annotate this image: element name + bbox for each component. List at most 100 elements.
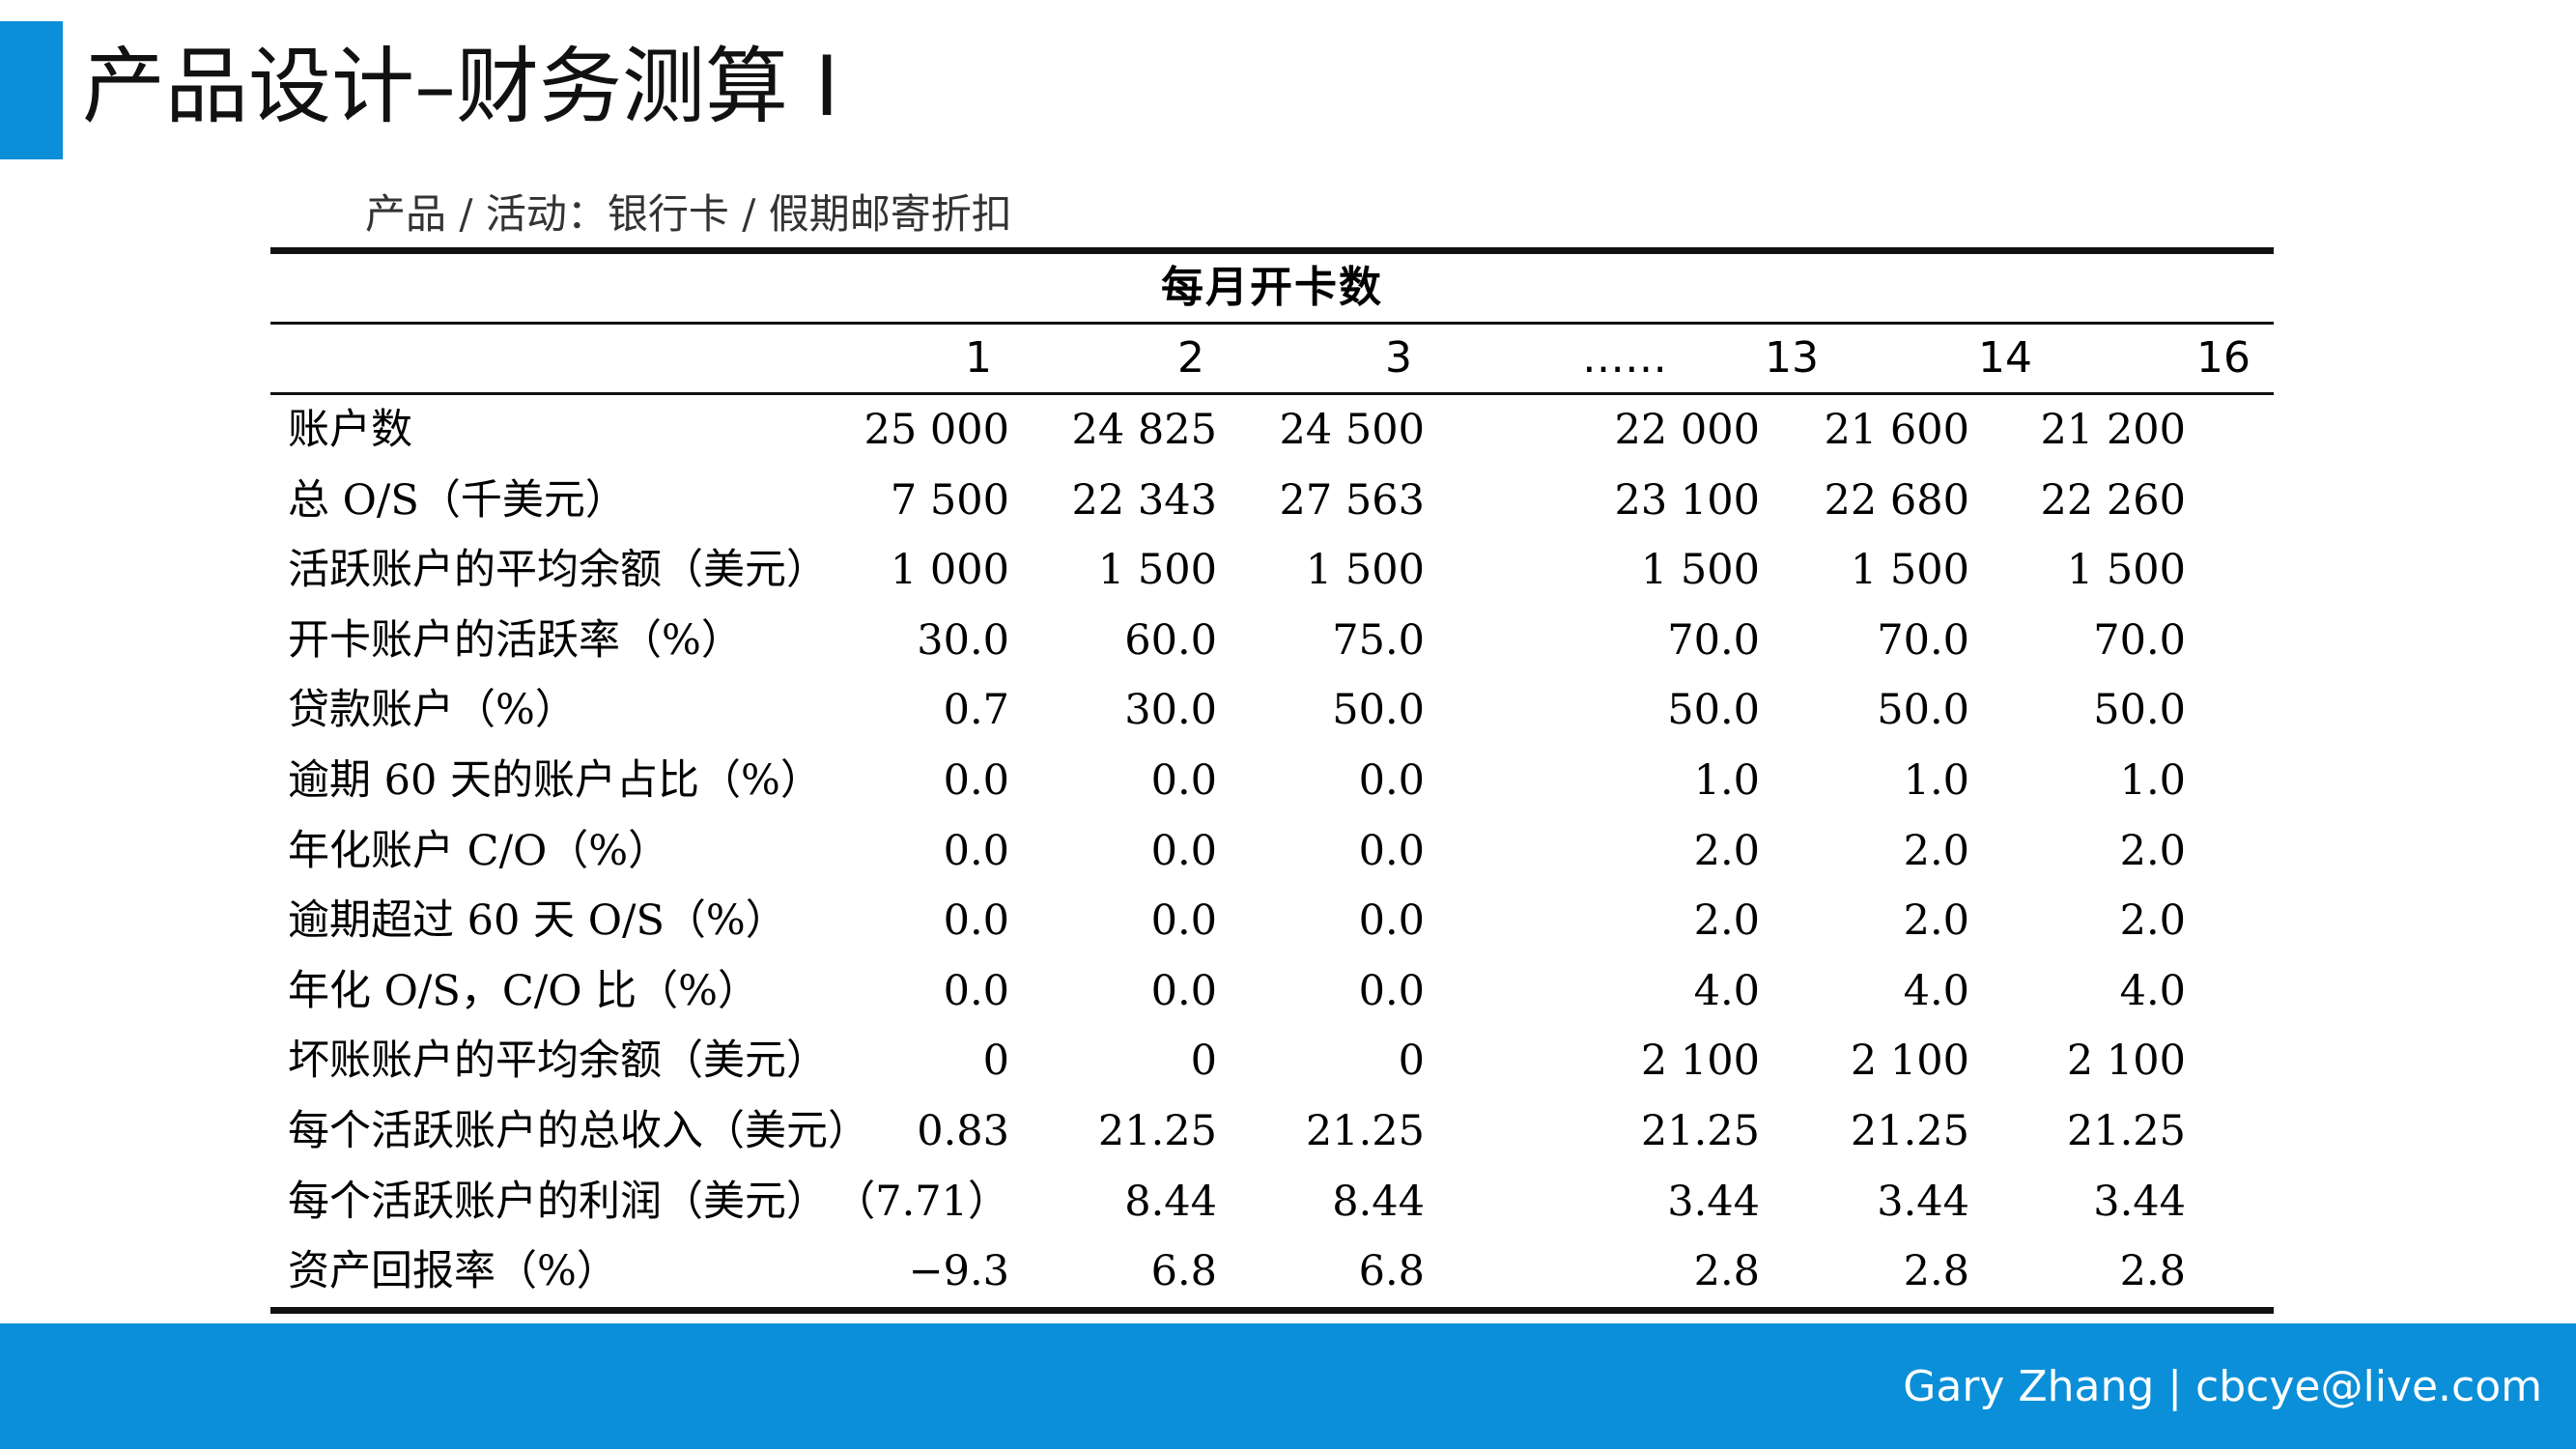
- table-cell: 50.0: [1332, 686, 1425, 735]
- table-row: 年化账户 C/O（%） 0.0 0.0 0.0 2.0 2.0 2.0: [270, 816, 2274, 887]
- title-accent-bar: [0, 21, 63, 159]
- table-cell: 6.8: [1358, 1247, 1425, 1296]
- table-row: 每个活跃账户的总收入（美元） 0.83 21.25 21.25 21.25 21.25 21…: [270, 1096, 2274, 1167]
- column-header: 2: [1177, 333, 1204, 383]
- row-label: 逾期超过 60 天 O/S（%）: [288, 896, 787, 946]
- table-cell: 0.0: [1358, 896, 1425, 946]
- table-cell: 3.44: [1667, 1177, 1760, 1226]
- table-cell: 0.7: [943, 686, 1009, 735]
- table-cell: 2.0: [1903, 896, 1969, 946]
- table-cell: 0: [1398, 1037, 1425, 1086]
- table-cell: 1 500: [1850, 546, 1969, 595]
- table-cell: 0: [1190, 1037, 1217, 1086]
- table-row: 每个活跃账户的利润（美元） （7.71） 8.44 8.44 3.44 3.44 3.44: [270, 1167, 2274, 1237]
- table-cell: 7 500: [890, 475, 1009, 525]
- table-cell: 2.0: [1693, 896, 1760, 946]
- table-cell: 22 000: [1614, 406, 1760, 454]
- table-cell: 0.0: [943, 755, 1009, 805]
- row-label: 账户数: [288, 406, 412, 454]
- table-cell: 2 100: [1850, 1037, 1969, 1086]
- table-cell: 3.44: [2093, 1177, 2186, 1226]
- column-header-rule: [270, 392, 2274, 395]
- table-cell: 2.8: [2119, 1247, 2186, 1296]
- column-header-row: 1 2 3 …… 13 14 16: [270, 325, 2274, 392]
- row-label: 每个活跃账户的总收入（美元）: [288, 1106, 869, 1155]
- table-cell: 22 260: [2040, 475, 2186, 525]
- table-cell: −9.3: [908, 1247, 1009, 1296]
- table-top-rule: [270, 247, 2274, 254]
- row-label: 总 O/S（千美元）: [288, 475, 627, 525]
- row-label: 活跃账户的平均余额（美元）: [288, 546, 828, 595]
- table-cell: 50.0: [1877, 686, 1969, 735]
- table-cell: 21.25: [1850, 1106, 1969, 1155]
- footer-contact: Gary Zhang | cbcye@live.com: [1903, 1362, 2542, 1411]
- table-cell: 25 000: [863, 406, 1009, 454]
- table-cell: （7.71）: [834, 1177, 1009, 1226]
- table-cell: 22 680: [1824, 475, 1969, 525]
- column-header: 3: [1385, 333, 1412, 383]
- table-cell: 1 500: [1640, 546, 1760, 595]
- table-cell: 3.44: [1877, 1177, 1969, 1226]
- table-cell: 27 563: [1279, 475, 1425, 525]
- table-cell: 4.0: [1903, 966, 1969, 1015]
- table-cell: 1 500: [2066, 546, 2186, 595]
- slide-title: 产品设计–财务测算 I: [82, 39, 839, 135]
- table-bottom-rule: [270, 1306, 2274, 1314]
- table-cell: 2.0: [1693, 826, 1760, 875]
- column-header: 16: [2196, 333, 2250, 383]
- table-cell: 0.0: [1150, 896, 1217, 946]
- table-cell: 0.83: [917, 1106, 1009, 1155]
- financial-table: 每月开卡数 1 2 3 …… 13 14 16 账户数 25 000 24 825 2…: [270, 247, 2274, 1314]
- table-cell: 23 100: [1614, 475, 1760, 525]
- table-cell: 1.0: [2119, 755, 2186, 805]
- table-cell: 50.0: [2093, 686, 2186, 735]
- table-cell: 22 343: [1071, 475, 1217, 525]
- table-row: 总 O/S（千美元） 7 500 22 343 27 563 23 100 22 680 2…: [270, 466, 2274, 536]
- table-cell: 8.44: [1124, 1177, 1217, 1226]
- table-cell: 21 600: [1824, 406, 1969, 454]
- table-row: 资产回报率（%） −9.3 6.8 6.8 2.8 2.8 2.8: [270, 1236, 2274, 1307]
- footer-bar: Gary Zhang | cbcye@live.com: [0, 1323, 2576, 1449]
- table-cell: 0.0: [1150, 826, 1217, 875]
- table-row: 逾期 60 天的账户占比（%） 0.0 0.0 0.0 1.0 1.0 1.0: [270, 746, 2274, 816]
- table-cell: 2 100: [1640, 1037, 1760, 1086]
- table-cell: 0.0: [943, 896, 1009, 946]
- table-cell: 0.0: [1358, 755, 1425, 805]
- table-cell: 21.25: [2066, 1106, 2186, 1155]
- table-cell: 1.0: [1903, 755, 1969, 805]
- table-caption: 产品 / 活动：银行卡 / 假期邮寄折扣: [365, 190, 1012, 238]
- table-cell: 30.0: [1124, 686, 1217, 735]
- table-cell: 8.44: [1332, 1177, 1425, 1226]
- table-cell: 0.0: [943, 826, 1009, 875]
- table-cell: 30.0: [917, 615, 1009, 665]
- table-cell: 4.0: [2119, 966, 2186, 1015]
- row-label: 每个活跃账户的利润（美元）: [288, 1177, 828, 1226]
- table-cell: 0.0: [1150, 966, 1217, 1015]
- table-cell: 2 100: [2066, 1037, 2186, 1086]
- row-label: 年化账户 C/O（%）: [288, 826, 670, 875]
- row-label: 开卡账户的活跃率（%）: [288, 615, 743, 665]
- table-cell: 70.0: [1877, 615, 1969, 665]
- table-row: 年化 O/S，C/O 比（%） 0.0 0.0 0.0 4.0 4.0 4.0: [270, 956, 2274, 1027]
- table-cell: 2.8: [1903, 1247, 1969, 1296]
- row-label: 坏账账户的平均余额（美元）: [288, 1037, 828, 1086]
- table-row: 活跃账户的平均余额（美元） 1 000 1 500 1 500 1 500 1 500 1 …: [270, 535, 2274, 606]
- table-cell: 2.8: [1693, 1247, 1760, 1296]
- table-cell: 21.25: [1640, 1106, 1760, 1155]
- table-cell: 1 500: [1097, 546, 1217, 595]
- column-header: 1: [965, 333, 992, 383]
- table-cell: 6.8: [1150, 1247, 1217, 1296]
- column-header: 14: [1978, 333, 2032, 383]
- group-header-rule: [270, 322, 2274, 325]
- table-cell: 0.0: [1358, 966, 1425, 1015]
- table-cell: 21.25: [1097, 1106, 1217, 1155]
- table-cell: 70.0: [1667, 615, 1760, 665]
- table-cell: 0.0: [1358, 826, 1425, 875]
- column-header: 13: [1765, 333, 1819, 383]
- column-header-ellipsis: ……: [1582, 333, 1667, 383]
- table-row: 账户数 25 000 24 825 24 500 22 000 21 600 21 200: [270, 395, 2274, 466]
- table-cell: 2.0: [2119, 896, 2186, 946]
- table-cell: 1 000: [890, 546, 1009, 595]
- row-label: 年化 O/S，C/O 比（%）: [288, 966, 760, 1015]
- table-cell: 0: [982, 1037, 1009, 1086]
